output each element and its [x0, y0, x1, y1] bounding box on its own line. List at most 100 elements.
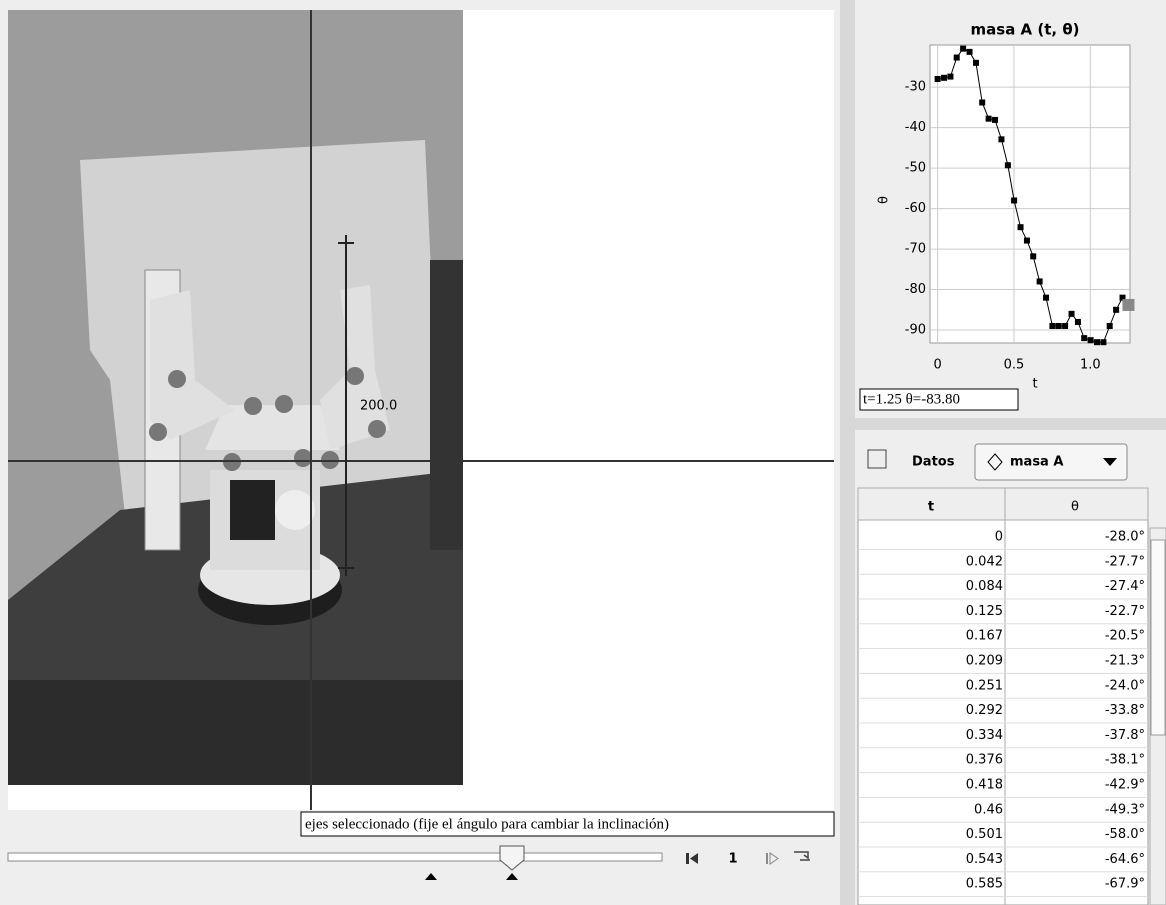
table-cell: -21.3°	[1105, 654, 1145, 669]
table-header	[857, 487, 1149, 521]
data-point	[953, 54, 960, 61]
plot-area	[929, 44, 1131, 344]
dropdown-arrow[interactable]	[1103, 458, 1117, 466]
table-cell: 0.084	[966, 579, 1003, 594]
data-point	[998, 136, 1005, 143]
track-name[interactable]: masa A	[1010, 455, 1063, 470]
data-point	[941, 74, 948, 81]
y-tick-label: -60	[905, 201, 926, 216]
table-cell: 0	[995, 530, 1003, 545]
readout: t=1.25 θ=-83.80	[863, 391, 960, 407]
data-point	[1036, 278, 1043, 285]
data-point	[1094, 339, 1101, 346]
panel-divider[interactable]	[855, 418, 1166, 430]
table-cell: -49.3°	[1105, 802, 1145, 817]
table-cell: 0.251	[966, 678, 1003, 693]
data-point	[985, 115, 992, 122]
frame-slider[interactable]	[7, 845, 663, 880]
data-point	[1081, 335, 1088, 342]
data-point	[1106, 322, 1113, 329]
table-cell: 0.167	[966, 629, 1003, 644]
x-tick-label: 1.0	[1080, 358, 1101, 373]
table-cell: -42.9°	[1105, 778, 1145, 793]
tooltip-box	[300, 811, 835, 837]
y-axis-label: θ	[877, 196, 892, 204]
data-point	[1113, 306, 1120, 313]
table-cell: 0.46	[974, 802, 1003, 817]
table-cell: 0.042	[966, 554, 1003, 569]
data-point	[1055, 322, 1062, 329]
table-cell: -33.8°	[1105, 703, 1145, 718]
data-point	[1068, 310, 1075, 317]
data-point	[979, 99, 986, 106]
table-cell: -64.6°	[1105, 852, 1145, 867]
track-selector[interactable]	[974, 443, 1128, 481]
data-point	[1011, 197, 1018, 204]
scroll-thumb[interactable]	[1150, 539, 1166, 736]
stick-length: 200.0	[360, 399, 397, 414]
table-cell: -27.7°	[1105, 554, 1145, 569]
table-cell: 0.501	[966, 827, 1003, 842]
plot-layer: 0 0.5 1.0 -30 -40 -50 -60 -70 -80 -90	[905, 45, 1135, 373]
table-cell: -37.8°	[1105, 728, 1145, 743]
data-point	[1062, 322, 1069, 329]
y-tick-label: -40	[905, 120, 926, 135]
x-tick-label: 0.5	[1004, 358, 1025, 373]
data-point	[1122, 298, 1135, 311]
data-point	[972, 59, 979, 66]
readout-box	[859, 388, 1019, 411]
table-cell: 0.334	[966, 728, 1003, 743]
table-cell: -20.5°	[1105, 629, 1145, 644]
data-point	[1074, 318, 1081, 325]
step-buttons[interactable]	[686, 851, 810, 865]
data-point	[934, 76, 941, 83]
y-tick-label: -50	[905, 161, 926, 176]
table-cell: 0.125	[966, 604, 1003, 619]
table-cell: 0.418	[966, 778, 1003, 793]
x-tick-label: 0	[933, 358, 941, 373]
data-point	[1119, 294, 1126, 301]
table-body: t θ 0 -28.0° 0.042 -27.7° 0.084 -27.4° 0.125 -22.…	[858, 500, 1148, 898]
table-cell: -58.0°	[1105, 827, 1145, 842]
data-point	[1017, 224, 1024, 231]
table-icon[interactable]	[867, 449, 887, 469]
data-point	[1100, 339, 1107, 346]
table-cell: -24.0°	[1105, 678, 1145, 693]
data-table	[857, 487, 1149, 905]
data-button[interactable]: Datos	[912, 455, 955, 470]
data-point	[1004, 162, 1011, 169]
y-tick-label: -70	[905, 242, 926, 257]
frame-number[interactable]: 1	[728, 852, 737, 867]
column-header: t	[928, 500, 934, 515]
table-cell: -27.4°	[1105, 579, 1145, 594]
calibration-stick[interactable]	[338, 235, 354, 576]
y-tick-label: -80	[905, 282, 926, 297]
data-point	[1023, 237, 1030, 244]
table-cell: 0.585	[966, 877, 1003, 892]
table-cell: 0.209	[966, 654, 1003, 669]
y-tick-label: -30	[905, 80, 926, 95]
plot-title: masa A (t, θ)	[971, 21, 1080, 39]
table-cell: 0.543	[966, 852, 1003, 867]
split-divider[interactable]	[840, 0, 855, 905]
coordinate-axes[interactable]	[8, 10, 834, 810]
data-point	[1043, 294, 1050, 301]
data-point	[1030, 253, 1037, 260]
table-cell: -67.9°	[1105, 877, 1145, 892]
data-point	[992, 116, 999, 123]
x-axis-label: t	[1032, 377, 1037, 392]
table-cell: 0.292	[966, 703, 1003, 718]
data-point	[1049, 322, 1056, 329]
data-point	[966, 48, 973, 55]
track-icon	[987, 453, 1003, 471]
data-point	[1087, 337, 1094, 344]
table-cell: 0.376	[966, 753, 1003, 768]
table-cell: -22.7°	[1105, 604, 1145, 619]
video-frame	[8, 10, 463, 785]
data-point	[960, 45, 967, 52]
tooltip: ejes seleccionado (fije el ángulo para c…	[305, 816, 669, 832]
data-point	[947, 73, 954, 80]
table-cell: -38.1°	[1105, 753, 1145, 768]
y-tick-label: -90	[905, 323, 926, 338]
